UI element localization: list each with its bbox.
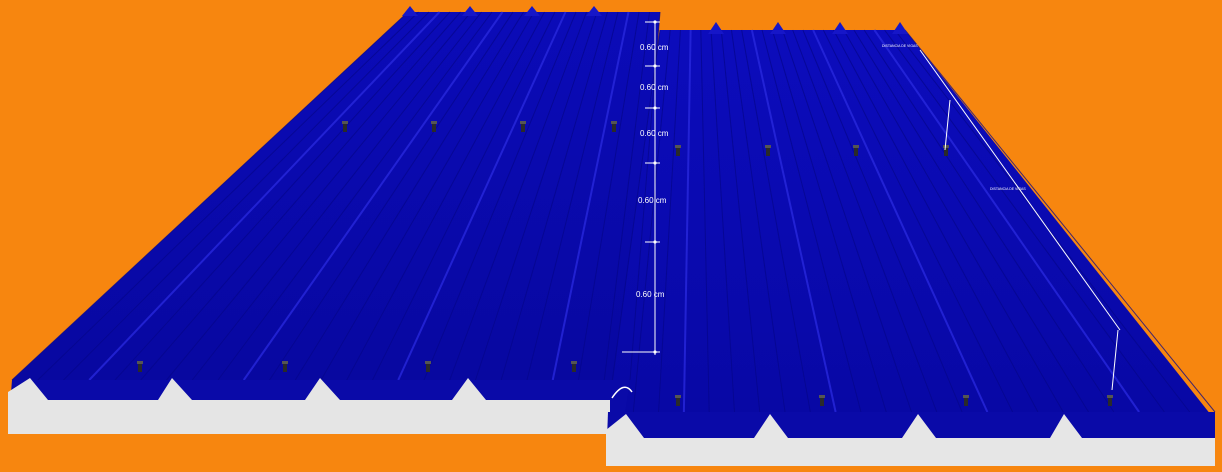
dimension-ticks: [645, 20, 660, 354]
screw-icon: [571, 361, 577, 372]
panel-rib-line: [812, 29, 989, 413]
panel-rib-line: [802, 29, 963, 413]
screw-icon: [1107, 395, 1113, 406]
panel-rib-line: [863, 29, 1115, 413]
panel-rib-line: [761, 29, 862, 413]
panel-rib-line: [771, 29, 887, 413]
panel-rib-line: [500, 11, 608, 381]
dimension-point: [653, 240, 657, 244]
screw-icon: [611, 121, 617, 132]
panel-rib-line: [822, 29, 1014, 413]
dimension-point: [653, 64, 657, 68]
panel-rib-line: [750, 29, 837, 413]
top-rib-peak: [586, 6, 602, 16]
panel-rib-line: [88, 11, 441, 381]
panel-rib-line: [632, 29, 671, 413]
screw-icon: [520, 121, 526, 132]
screw-icon: [943, 145, 949, 156]
screw-icon: [675, 395, 681, 406]
panel-rib-line: [63, 11, 430, 381]
top-rib-peak: [832, 22, 848, 34]
beam-distance-label-1: DISTANCIA DE VIGAS: [882, 44, 918, 48]
panel-rib-line: [217, 11, 493, 381]
panel-rib-line: [11, 11, 409, 381]
top-rib-peak: [524, 6, 540, 16]
panel-rib-line: [242, 11, 504, 381]
left-panel-foam-edge: [8, 378, 630, 434]
panel-rib-line: [449, 11, 587, 381]
panel-rib-line: [397, 11, 567, 381]
spacing-label-4: 0.60 cm: [638, 196, 667, 205]
dimension-point: [653, 350, 657, 354]
panel-rib-line: [475, 11, 598, 381]
panel-ribs: [11, 6, 1216, 413]
panel-rib-line: [792, 29, 938, 413]
panel-rib-line: [700, 29, 710, 413]
screw-icon: [282, 361, 288, 372]
dimension-line: [622, 22, 1121, 391]
panel-rib-line: [269, 11, 514, 381]
top-rib-peak: [892, 22, 908, 34]
panel-rib-line: [741, 29, 811, 413]
right-panel-surface: [608, 30, 1215, 420]
dimension-point: [653, 106, 657, 110]
spacing-label-1: 0.60 cm: [640, 43, 669, 52]
screw-icon: [342, 121, 348, 132]
left-panel-surface: [12, 12, 660, 380]
panel-rib-line: [140, 11, 461, 381]
spacing-label-2: 0.60 cm: [640, 83, 669, 92]
screw-icon: [431, 121, 437, 132]
panel-rib-line: [551, 11, 630, 381]
panel-rib-line: [114, 11, 451, 381]
panel-rib-line: [833, 29, 1039, 413]
panel-rib-line: [682, 29, 692, 413]
panel-rib-line: [658, 29, 681, 413]
screw-icon: [819, 395, 825, 406]
dimension-point: [653, 161, 657, 165]
panel-rib-line: [37, 11, 419, 381]
screw-icon: [853, 145, 859, 156]
panel-rib-line: [320, 11, 535, 381]
panel-rib-line: [720, 29, 761, 413]
screw-icon: [765, 145, 771, 156]
panel-rib-line: [603, 11, 650, 381]
panel-joint-hook: [611, 386, 633, 399]
screw-icon: [137, 361, 143, 372]
panel-rib-line: [294, 11, 524, 381]
panel-rib-line: [904, 29, 1216, 413]
right-panel-foam-edge: [606, 412, 1215, 466]
beam-distance-label-2: DISTANCIA DE VIGAS: [990, 187, 1026, 191]
screw-icon: [675, 145, 681, 156]
panel-rib-line: [191, 11, 482, 381]
panel-rib-line: [873, 29, 1140, 413]
panel-rib-line: [166, 11, 472, 381]
panel-rib-line: [884, 29, 1165, 413]
top-rib-peak: [708, 22, 724, 34]
panel-rib-line: [578, 11, 640, 381]
panel-rib-line: [526, 11, 619, 381]
screw-group: [137, 121, 1113, 406]
panel-rib-line: [853, 29, 1089, 413]
top-rib-peak: [402, 6, 418, 16]
screw-icon: [425, 361, 431, 372]
top-rib-peak: [462, 6, 478, 16]
panel-rib-line: [607, 29, 661, 413]
panel-rib-line: [346, 11, 545, 381]
top-rib-peak: [770, 22, 786, 34]
dimension-point: [653, 20, 657, 24]
panel-rib-line: [372, 11, 556, 381]
spacing-label-5: 0.60 cm: [636, 290, 665, 299]
panel-rib-line: [423, 11, 577, 381]
panel-rib-line: [710, 29, 735, 413]
panel-rib-line: [730, 29, 786, 413]
panel-rib-line: [782, 29, 912, 413]
panel-rib-line: [843, 29, 1064, 413]
screw-icon: [963, 395, 969, 406]
spacing-label-3: 0.60 cm: [640, 129, 669, 138]
